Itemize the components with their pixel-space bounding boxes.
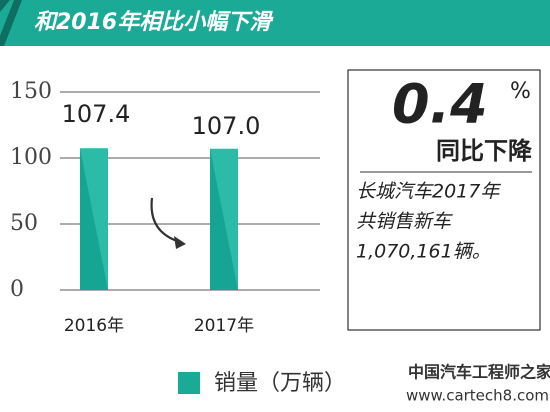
x-tick-label: 2016年 [64, 316, 124, 336]
bar [210, 148, 238, 290]
chart-title: 和2016年相比小幅下滑 [34, 9, 274, 35]
legend-swatch [178, 372, 200, 394]
plot: 0 50 100 150 107.4 107.0 销量（万辆） 2016年 2017年 [10, 79, 346, 396]
change-label: 同比下降 [436, 137, 533, 165]
watermark: 中国汽车工程师之家 [408, 363, 550, 382]
change-unit: % [510, 79, 531, 104]
header-bar [0, 0, 550, 46]
legend-label: 销量（万辆） [214, 371, 346, 396]
change-value: 0.4 [392, 73, 488, 136]
note-line: 1,070,161辆。 [356, 241, 491, 263]
note-line: 共销售新车 [356, 211, 453, 233]
y-tick-label: 100 [10, 145, 52, 170]
summary-box [347, 69, 541, 331]
header-stripes [0, 0, 22, 46]
bar [80, 148, 108, 290]
value-label: 107.4 [62, 100, 131, 128]
y-tick-label: 50 [10, 211, 38, 236]
watermark: www.cartech8.com [406, 387, 549, 405]
y-tick-label: 0 [10, 277, 24, 302]
trend-arrow-head [174, 236, 186, 249]
y-tick-label: 150 [10, 79, 52, 104]
value-label: 107.0 [192, 112, 261, 140]
trend-arrow [150, 197, 181, 244]
x-tick-label: 2017年 [194, 316, 254, 336]
note-line: 长城汽车2017年 [356, 181, 501, 203]
